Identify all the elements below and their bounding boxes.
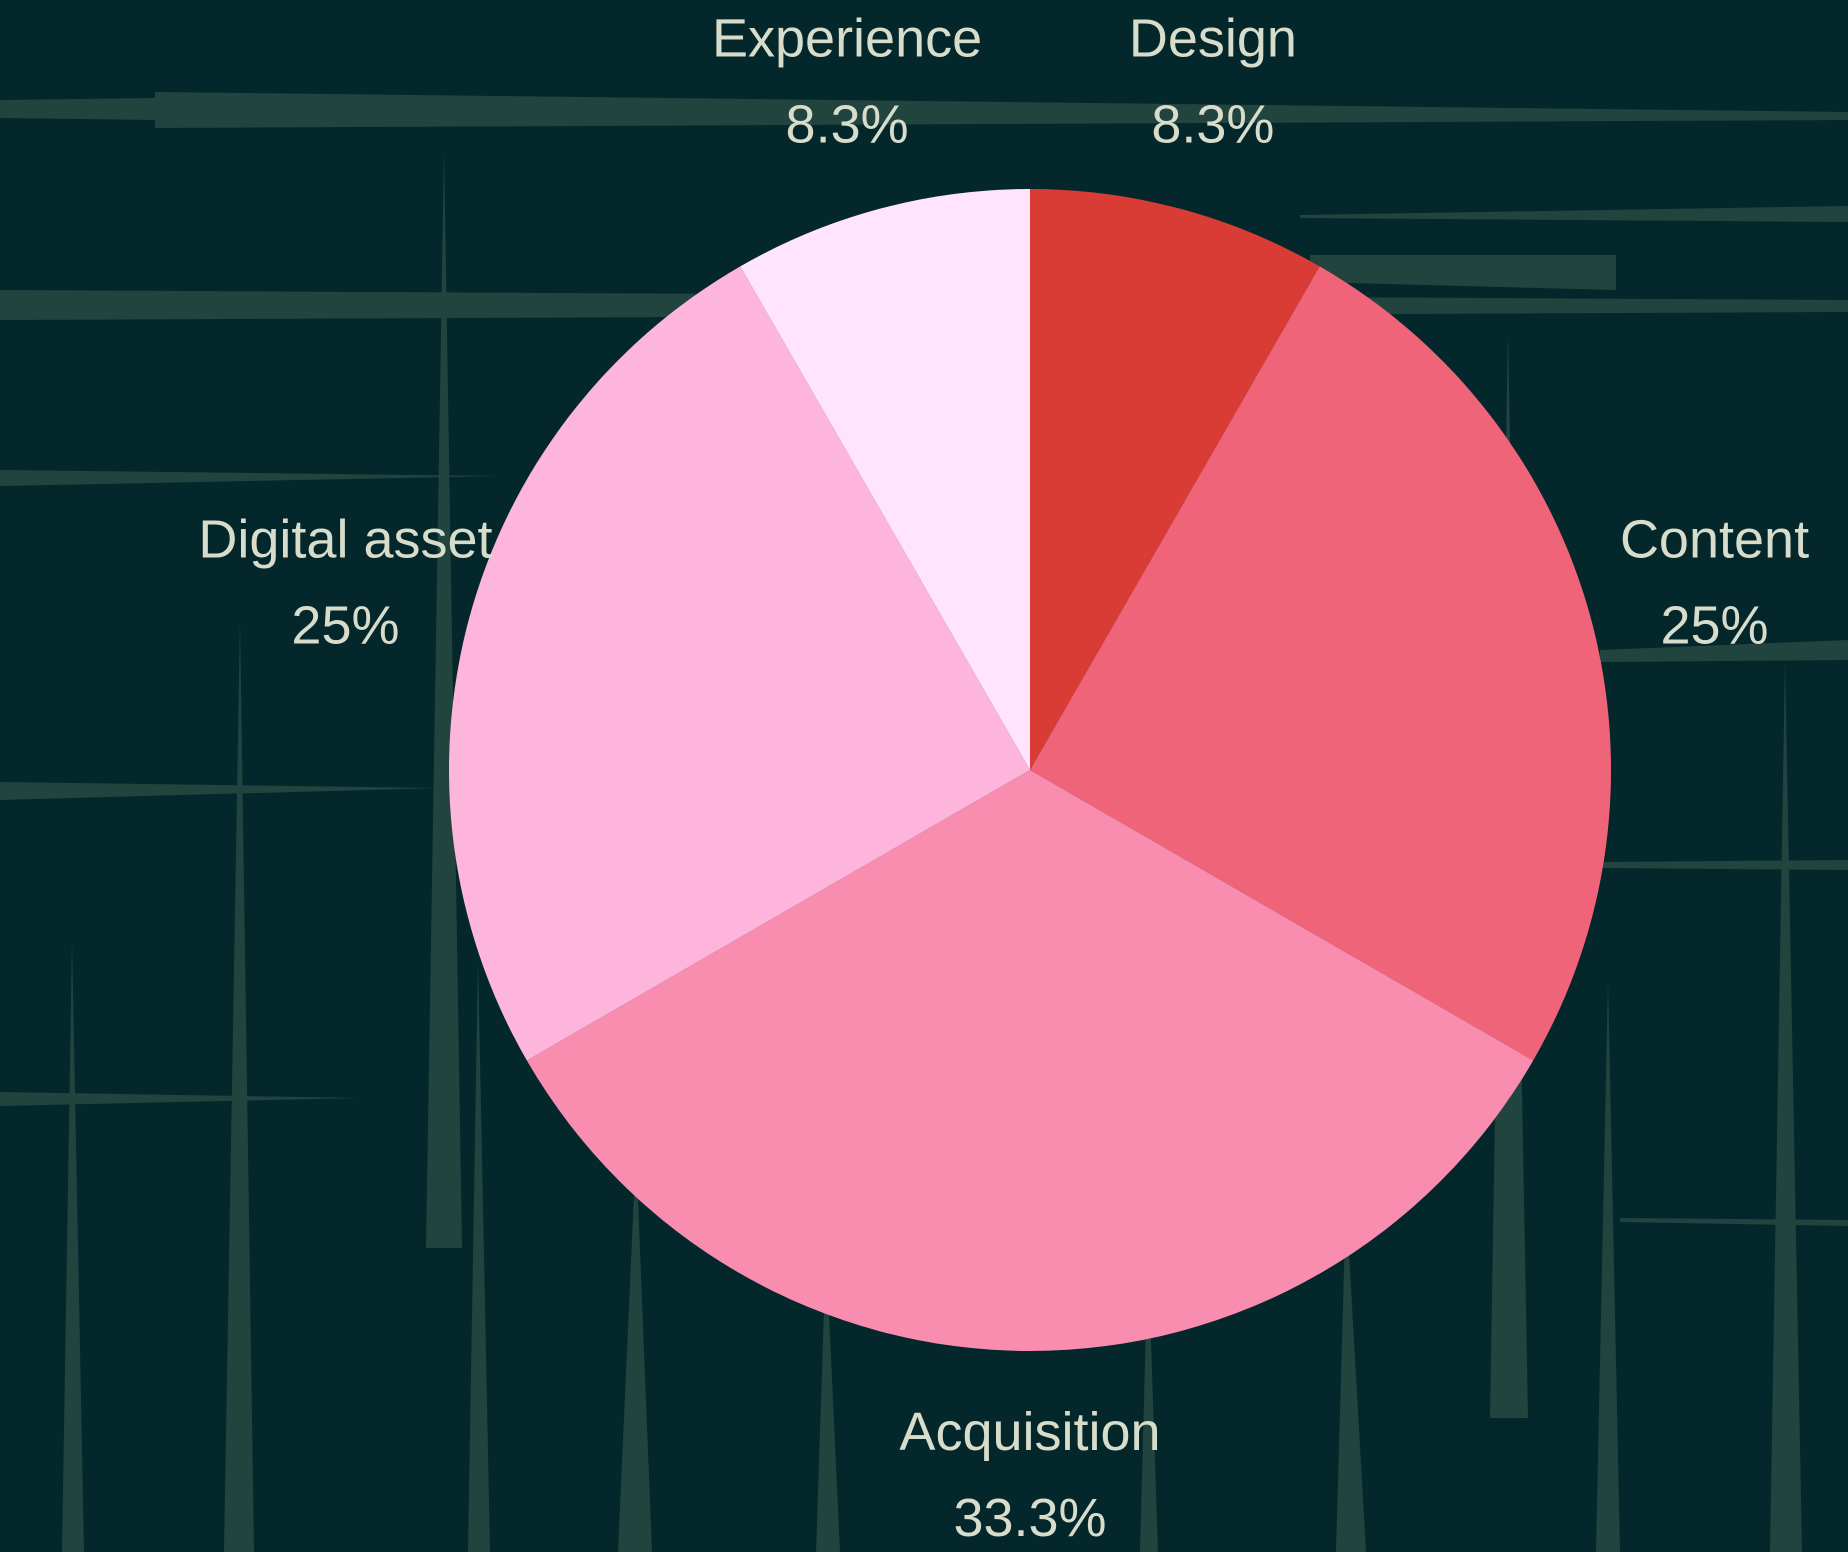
slice-label: Digital asset [198,509,492,569]
chart: Design 8.3% Content 25% Acquisition 33.3% Digi… [0,0,1848,1552]
slice-value-label: 25% [291,595,399,655]
slice-value-label: 33.3% [953,1488,1106,1548]
pie [449,189,1611,1351]
slice-value-label: 8.3% [786,94,909,154]
slice-label: Content [1620,509,1809,569]
slice-value-label: 8.3% [1151,94,1274,154]
slice-label: Experience [712,8,982,68]
slice-label: Acquisition [899,1402,1160,1462]
slice-label: Design [1129,8,1297,68]
page: Design 8.3% Content 25% Acquisition 33.3% Digi… [0,0,1848,1552]
slice-value-label: 25% [1660,595,1768,655]
